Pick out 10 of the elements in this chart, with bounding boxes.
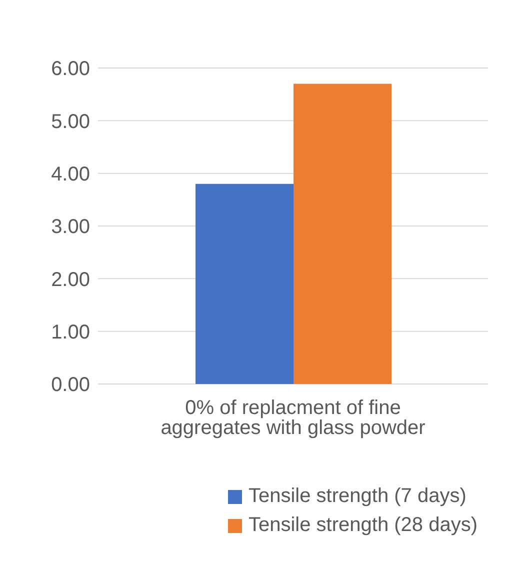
y-tick-label: 5.00 xyxy=(51,110,90,133)
x-tick-label: 0% of replacment of fine aggregates with glass powder xyxy=(160,397,426,440)
y-tick-label: 6.00 xyxy=(51,58,90,80)
legend-label: Tensile strength (28 days) xyxy=(248,514,478,537)
y-tick-label: 3.00 xyxy=(51,216,90,238)
y-tick-label: 4.00 xyxy=(51,163,90,186)
y-tick-label: 0.00 xyxy=(51,374,90,396)
y-tick-label: 1.00 xyxy=(51,321,90,344)
legend-label: Tensile strength (7 days) xyxy=(248,485,466,508)
y-tick-label: 2.00 xyxy=(51,268,90,291)
